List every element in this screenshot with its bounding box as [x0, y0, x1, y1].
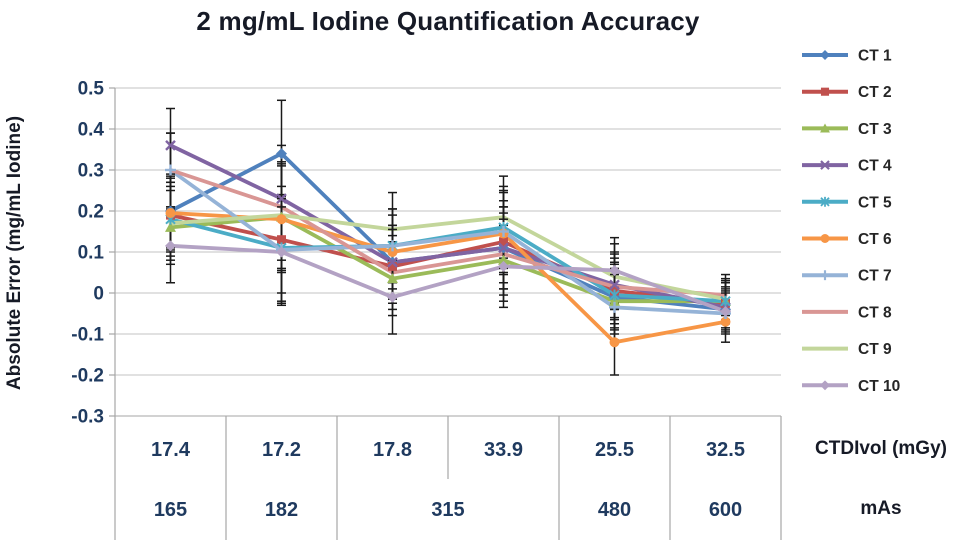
marker-square	[499, 237, 508, 247]
series-line-ct-5	[168, 217, 728, 304]
table-cell-value: 33.9	[484, 439, 523, 461]
marker-x	[165, 140, 176, 151]
legend-label: CT 4	[858, 158, 892, 175]
marker-asterisk	[609, 289, 620, 301]
x-axis-table-grid	[225, 416, 782, 540]
chart-title: 2 mg/mL Iodine Quantification Accuracy	[196, 6, 700, 36]
y-axis-ticks: 0.5 0.4 0.3 0.2 0.1 0 -0.1 -0.2 -0.3	[71, 79, 115, 428]
marker-diamond	[820, 50, 830, 60]
marker-diamond	[720, 305, 731, 317]
series-line-ct-9	[168, 213, 728, 302]
marker-circle	[820, 234, 830, 243]
legend-label: CT 9	[858, 341, 892, 358]
y-tick-label: 0.1	[78, 243, 105, 264]
legend-label: CT 8	[858, 304, 892, 321]
y-tick-label: -0.2	[71, 366, 104, 387]
y-tick-label: 0.3	[78, 161, 104, 182]
legend-label: CT 6	[858, 231, 892, 248]
y-tick-label: 0.2	[78, 202, 104, 223]
marker-square	[277, 235, 286, 245]
table-cell-value: 182	[265, 499, 298, 521]
marker-triangle	[165, 221, 176, 232]
y-tick-label: 0	[93, 284, 104, 305]
marker-circle	[387, 247, 398, 257]
series-line-ct-10	[168, 243, 728, 314]
marker-circle	[720, 316, 731, 327]
marker-square	[820, 87, 830, 96]
mas-row-label: mAs	[860, 498, 902, 519]
marker-asterisk	[820, 197, 830, 207]
marker-circle	[276, 214, 287, 225]
marker-triangle	[498, 254, 509, 265]
marker-x	[276, 193, 287, 205]
legend-label: CT 10	[858, 378, 900, 395]
marker-diamond	[498, 260, 509, 272]
table-cell-value: 17.4	[151, 439, 191, 461]
marker-diamond	[820, 380, 830, 391]
marker-x	[820, 160, 830, 170]
y-tick-label: 0.4	[78, 120, 105, 141]
marker-triangle	[609, 295, 620, 306]
marker-circle	[609, 337, 620, 348]
y-tick-label: -0.1	[71, 325, 104, 346]
x-axis-table-cells: 17.4 17.2 17.8 33.9 25.5 32.5 165 182 315 480 600	[151, 439, 745, 521]
y-tick-label: 0.5	[78, 79, 105, 100]
legend-label: CT 5	[858, 194, 892, 211]
marker-circle	[165, 208, 176, 219]
legend-label: CT 2	[858, 84, 892, 101]
ctdivol-row-label: CTDIvol (mGy)	[815, 438, 947, 459]
table-cell-value: 25.5	[595, 439, 634, 461]
table-cell-value: 165	[154, 499, 187, 521]
gridlines	[115, 87, 781, 417]
table-cell-value: 480	[598, 499, 631, 521]
marker-diamond	[165, 240, 176, 252]
marker-triangle	[820, 123, 830, 133]
marker-diamond	[387, 291, 398, 303]
legend-label: CT 1	[858, 48, 892, 65]
table-cell-value: 600	[709, 499, 742, 521]
series-markers	[165, 140, 731, 348]
series-line-ct-8	[168, 168, 728, 298]
table-cell-value: 17.2	[262, 439, 301, 461]
series-lines	[168, 143, 728, 345]
marker-square	[388, 261, 397, 271]
marker-x	[609, 279, 620, 291]
legend: CT 1 CT 2 CT 3 CT 4 CT 5 CT 6 CT 7 CT 8 CT 9 CT 1…	[802, 48, 900, 395]
marker-diamond	[276, 246, 287, 258]
table-cell-value: 17.8	[373, 439, 412, 461]
table-cell-value: 32.5	[706, 439, 745, 461]
marker-triangle	[387, 273, 398, 284]
y-tick-label: -0.3	[71, 407, 104, 428]
marker-asterisk	[720, 295, 731, 307]
series-line-ct-7	[168, 168, 728, 316]
marker-x	[387, 256, 398, 268]
legend-label: CT 7	[858, 268, 892, 285]
marker-x	[498, 242, 509, 254]
table-cell-value: 315	[431, 499, 464, 521]
marker-diamond	[276, 148, 287, 160]
legend-label: CT 3	[858, 121, 892, 138]
marker-diamond	[609, 264, 620, 276]
